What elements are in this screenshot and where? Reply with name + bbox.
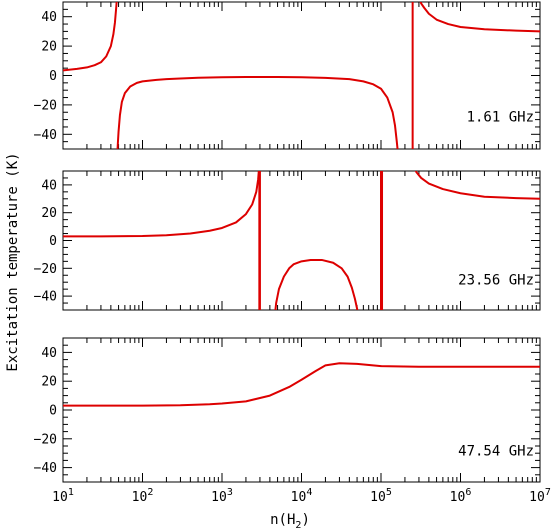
series-line — [274, 258, 359, 310]
series-line — [63, 171, 260, 238]
y-tick-label: 0 — [49, 404, 57, 419]
x-axis-title: n(H2) — [270, 512, 310, 530]
panel-frequency-label: 23.56 GHz — [458, 272, 534, 288]
y-tick-label: −40 — [34, 290, 57, 305]
y-tick-label: 0 — [49, 234, 57, 249]
panel-frame — [62, 337, 541, 483]
y-tick-label: 20 — [41, 40, 57, 55]
series-line — [63, 362, 540, 407]
y-tick-label: −40 — [34, 128, 57, 143]
y-tick-label: 20 — [41, 375, 57, 390]
x-tick-labels: 101 102 103 104 105 106 107 — [52, 487, 551, 505]
y-tick-label: −40 — [34, 461, 57, 476]
series-lines — [63, 2, 540, 149]
x-tick-label: 105 — [370, 487, 392, 505]
x-tick-label: 106 — [450, 487, 472, 505]
y-tick-label: 40 — [41, 346, 57, 361]
series-line — [414, 171, 540, 200]
x-tick-label: 107 — [529, 487, 551, 505]
panel-frequency-label: 47.54 GHz — [458, 443, 534, 459]
y-tick-label: 0 — [49, 69, 57, 84]
x-axis-title-subscript: 2 — [295, 520, 301, 530]
series-line — [63, 2, 118, 72]
series-lines — [63, 362, 540, 407]
x-tick-label: 104 — [291, 487, 313, 505]
y-axis-title: Excitation temperature (K) — [5, 152, 21, 371]
panel-2: −40 −20 0 20 40 23.56 GHz — [34, 170, 541, 311]
panel-frequency-label: 1.61 GHz — [467, 110, 534, 126]
panel-3: −40 −20 0 20 40 47.54 GHz — [34, 337, 541, 483]
x-tick-label: 102 — [132, 487, 154, 505]
panel-frame — [62, 170, 541, 311]
series-line — [116, 75, 399, 149]
y-tick-label: −20 — [34, 262, 57, 277]
panel-frame — [62, 1, 541, 150]
x-tick-label: 103 — [211, 487, 233, 505]
x-tick-label: 101 — [52, 487, 74, 505]
y-tick-label: −20 — [34, 432, 57, 447]
panel-1: −40 −20 0 20 40 1.61 GHz — [34, 1, 541, 150]
series-line — [419, 2, 540, 33]
y-tick-label: 40 — [41, 178, 57, 193]
y-tick-label: −20 — [34, 98, 57, 113]
y-tick-label: 40 — [41, 10, 57, 25]
series-lines — [63, 171, 540, 310]
y-tick-label: 20 — [41, 206, 57, 221]
